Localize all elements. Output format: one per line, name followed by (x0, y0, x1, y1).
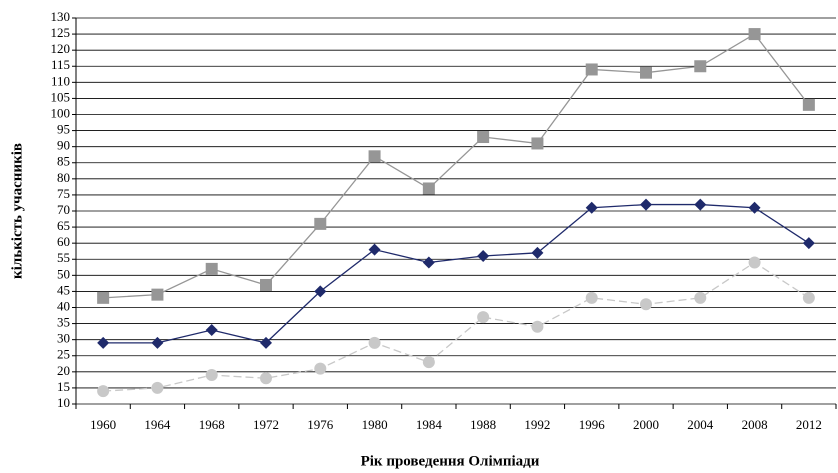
y-tick-label: 100 (51, 105, 71, 120)
series-line (103, 203, 810, 344)
circle-marker (748, 256, 761, 269)
square-marker (368, 150, 381, 163)
y-tick-label: 65 (57, 218, 70, 233)
square-marker (151, 288, 164, 301)
square-marker (260, 278, 272, 291)
circle-marker (422, 356, 435, 369)
circle-marker (314, 362, 327, 375)
y-tick-label: 70 (57, 202, 70, 217)
y-tick-label: 105 (51, 89, 71, 104)
y-tick-label: 60 (57, 234, 70, 249)
y-tick-label: 110 (51, 73, 70, 88)
y-tick-label: 120 (51, 41, 71, 56)
diamond-marker (477, 250, 490, 263)
x-tick-label: 2000 (633, 417, 659, 432)
square-marker (640, 66, 652, 79)
y-tick-label: 10 (57, 395, 70, 410)
diamond-marker (151, 336, 164, 349)
series-line (103, 33, 810, 299)
diamond-marker (531, 246, 544, 259)
square-marker (477, 131, 490, 144)
diamond-marker (694, 198, 707, 211)
x-axis-title: Рік проведення Олімпіади (361, 453, 540, 469)
y-tick-label: 75 (57, 186, 70, 201)
x-tick-label: 1988 (470, 417, 496, 432)
y-tick-label: 55 (57, 250, 70, 265)
square-marker (802, 98, 815, 111)
diamond-marker (585, 201, 598, 214)
y-tick-label: 15 (57, 379, 70, 394)
x-tick-label: 2012 (796, 417, 822, 432)
square-marker (748, 28, 761, 41)
y-tick-label: 50 (57, 266, 70, 281)
diamond-marker (205, 324, 218, 337)
x-tick-label: 1972 (253, 417, 279, 432)
circle-marker (97, 385, 110, 398)
square-marker (205, 262, 218, 275)
x-tick-label: 1964 (144, 417, 171, 432)
square-marker (422, 182, 435, 195)
y-tick-label: 80 (57, 170, 70, 185)
x-tick-label: 1968 (199, 417, 225, 432)
diamond-marker (368, 243, 381, 256)
y-tick-label: 25 (57, 347, 70, 362)
circle-marker (368, 336, 381, 349)
y-tick-label: 20 (57, 363, 70, 378)
y-axis-title: кількість учасників (9, 143, 25, 279)
diamond-marker (97, 336, 110, 349)
y-tick-label: 85 (57, 154, 70, 169)
diamond-marker (422, 256, 435, 269)
square-marker (531, 137, 544, 150)
x-tick-label: 2008 (742, 417, 768, 432)
diamond-marker (802, 237, 815, 250)
y-tick-label: 40 (57, 298, 70, 313)
square-marker (694, 60, 707, 73)
y-tick-label: 45 (57, 282, 70, 297)
circle-marker (205, 369, 218, 382)
circle-marker (585, 291, 598, 304)
x-tick-label: 2004 (687, 417, 714, 432)
y-tick-label: 90 (57, 138, 70, 153)
y-tick-label: 95 (57, 122, 70, 137)
x-tick-label: 1980 (362, 417, 388, 432)
y-tick-label: 30 (57, 331, 70, 346)
x-tick-label: 1992 (524, 417, 550, 432)
y-tick-label: 115 (51, 57, 70, 72)
diamond-marker (640, 198, 652, 211)
x-tick-label: 1996 (579, 417, 606, 432)
x-tick-label: 1984 (416, 417, 443, 432)
diamond-marker (748, 201, 761, 214)
x-tick-label: 1960 (90, 417, 116, 432)
circle-marker (531, 320, 544, 333)
circle-marker (151, 381, 164, 394)
circle-marker (260, 372, 272, 385)
y-tick-label: 35 (57, 315, 70, 330)
circle-marker (802, 291, 815, 304)
x-tick-label: 1976 (307, 417, 334, 432)
diamond-marker (260, 336, 272, 349)
y-tick-label: 125 (51, 25, 71, 40)
series-line (103, 261, 810, 392)
circle-marker (477, 311, 490, 324)
square-marker (97, 291, 110, 304)
circle-marker (694, 291, 707, 304)
diamond-marker (314, 285, 327, 298)
circle-marker (640, 298, 652, 311)
square-marker (314, 217, 327, 230)
square-marker (585, 63, 598, 76)
y-tick-label: 130 (51, 9, 71, 24)
